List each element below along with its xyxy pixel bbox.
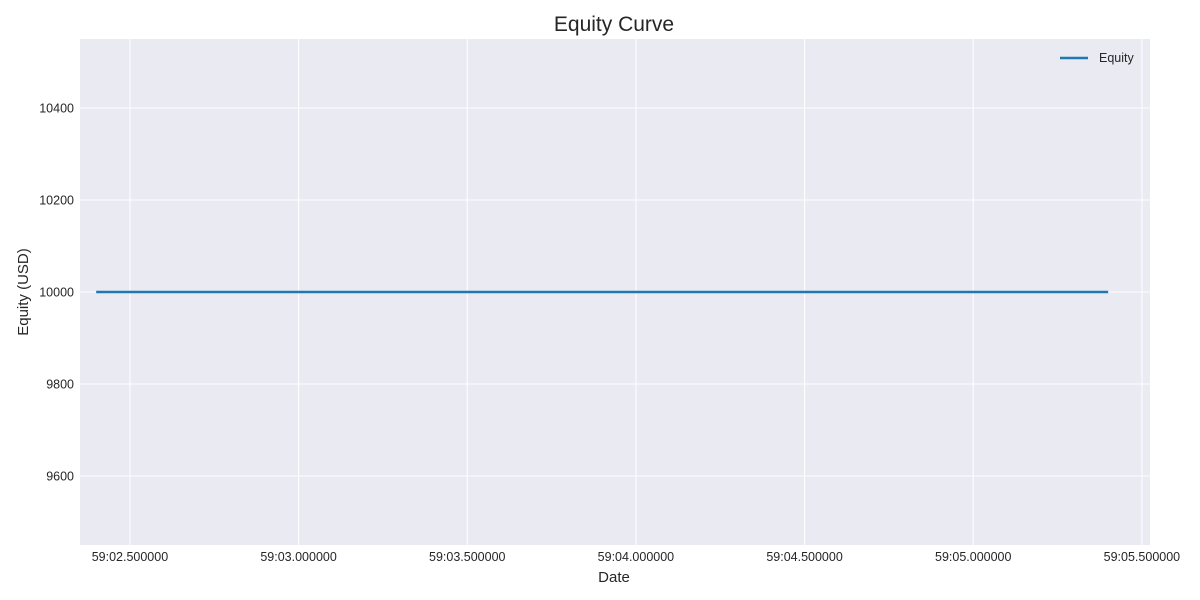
x-tick-label: 59:04.500000: [766, 550, 843, 564]
legend-label-equity: Equity: [1099, 51, 1134, 65]
x-axis-ticks: 59:02.500000 59:03.000000 59:03.500000 59:0…: [92, 550, 1180, 564]
x-tick-label: 59:03.500000: [429, 550, 506, 564]
y-tick-label: 10200: [39, 194, 74, 208]
x-tick-label: 59:05.000000: [935, 550, 1012, 564]
y-axis-label: Equity (USD): [15, 248, 32, 336]
y-tick-label: 9800: [46, 378, 74, 392]
y-tick-label: 10000: [39, 286, 74, 300]
x-tick-label: 59:02.500000: [92, 550, 169, 564]
x-tick-label: 59:03.000000: [260, 550, 337, 564]
y-axis-ticks: 9600 9800 10000 10200 10400: [39, 102, 74, 484]
legend: Equity: [1060, 51, 1134, 65]
x-tick-label: 59:05.500000: [1104, 550, 1181, 564]
x-axis-label: Date: [598, 569, 630, 586]
y-tick-label: 9600: [46, 470, 74, 484]
chart-title: Equity Curve: [554, 13, 674, 36]
y-tick-label: 10400: [39, 102, 74, 116]
x-tick-label: 59:04.000000: [598, 550, 675, 564]
